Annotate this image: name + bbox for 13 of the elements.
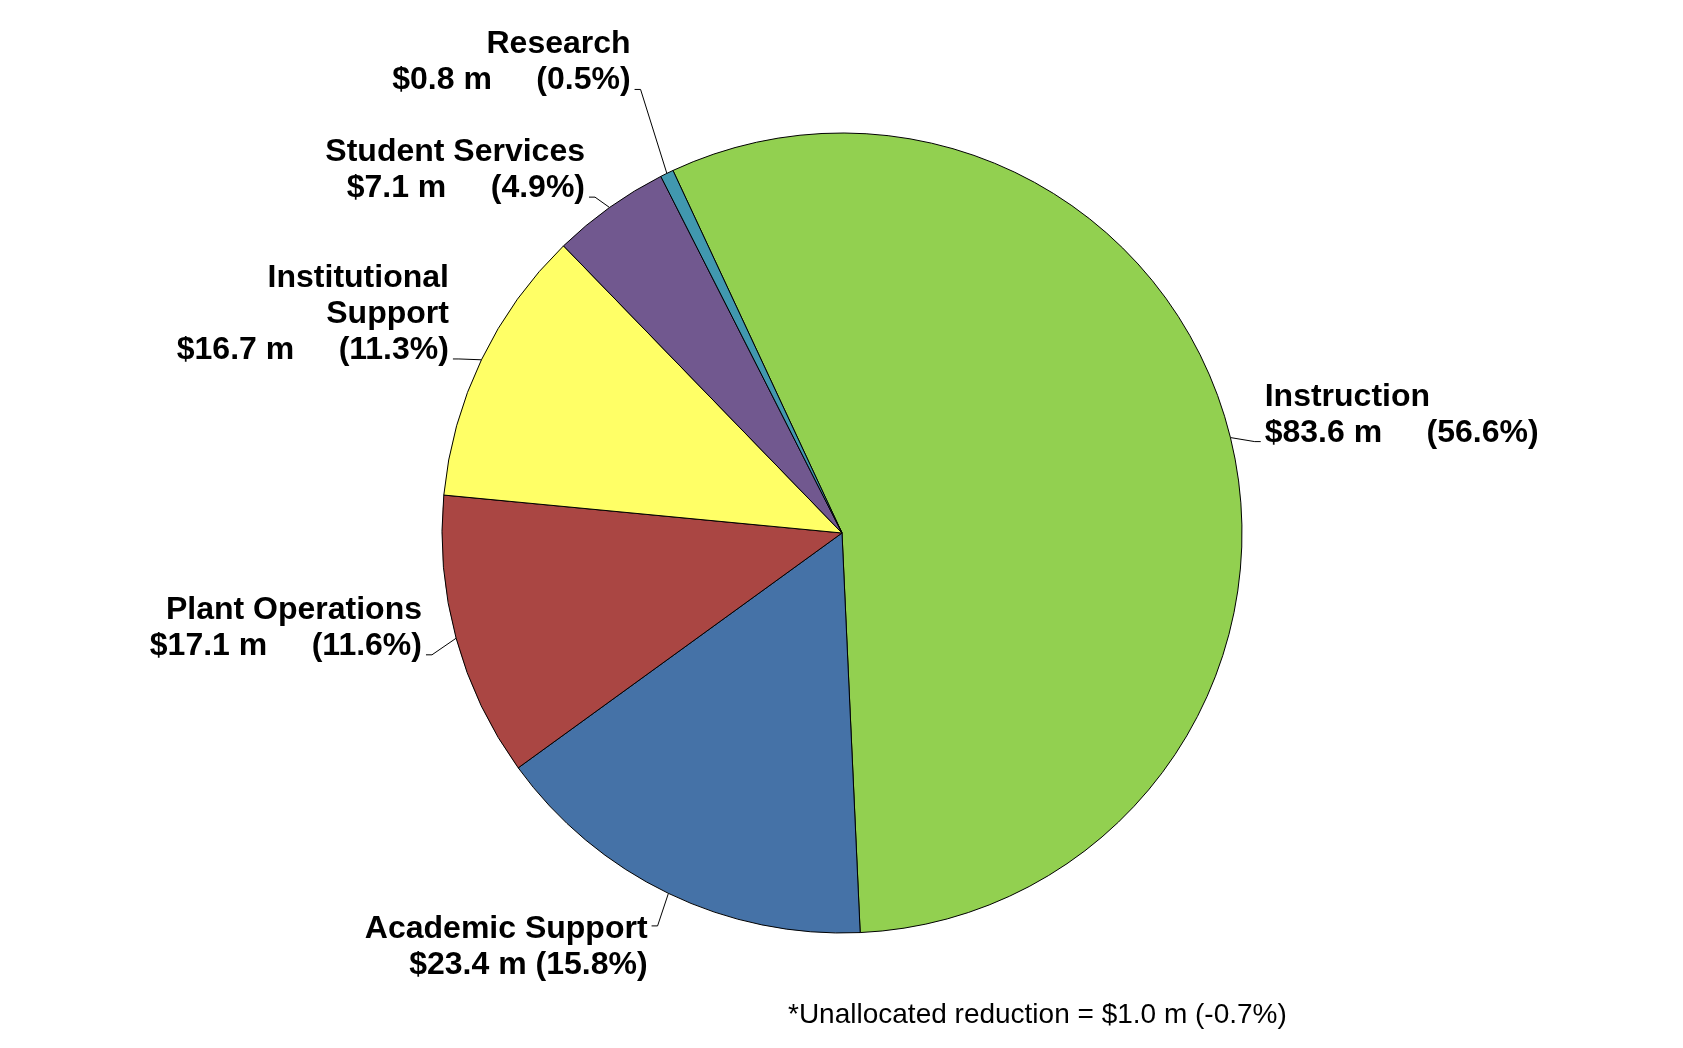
data-label: $7.1 m (4.9%) xyxy=(346,168,586,205)
text: *Unallocated reduction = $1.0 m (-0.7%) xyxy=(788,998,1287,1030)
slice-label: Academic Support xyxy=(364,908,648,945)
slice-label: Institutional Support xyxy=(267,257,450,330)
slice-label: Research xyxy=(486,24,631,61)
slice-label: Plant Operations xyxy=(165,589,422,626)
data-label: $0.8 m (0.5%) xyxy=(392,60,631,97)
slice-label: Instruction xyxy=(1264,376,1431,413)
data-label: $23.4 m (15.8%) xyxy=(409,944,648,981)
slice-label: Student Services xyxy=(325,132,586,169)
data-label: $83.6 m (56.6%) xyxy=(1264,412,1539,449)
data-label: $16.7 m (11.3%) xyxy=(176,329,449,366)
data-label: $17.1 m (11.6%) xyxy=(149,625,422,662)
